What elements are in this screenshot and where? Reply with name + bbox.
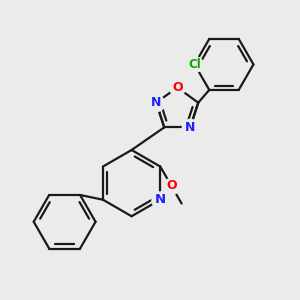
Text: N: N — [155, 193, 166, 206]
Text: N: N — [185, 121, 195, 134]
Text: O: O — [172, 81, 182, 94]
Text: N: N — [151, 96, 161, 109]
Text: O: O — [166, 179, 177, 192]
Text: Cl: Cl — [188, 58, 201, 71]
